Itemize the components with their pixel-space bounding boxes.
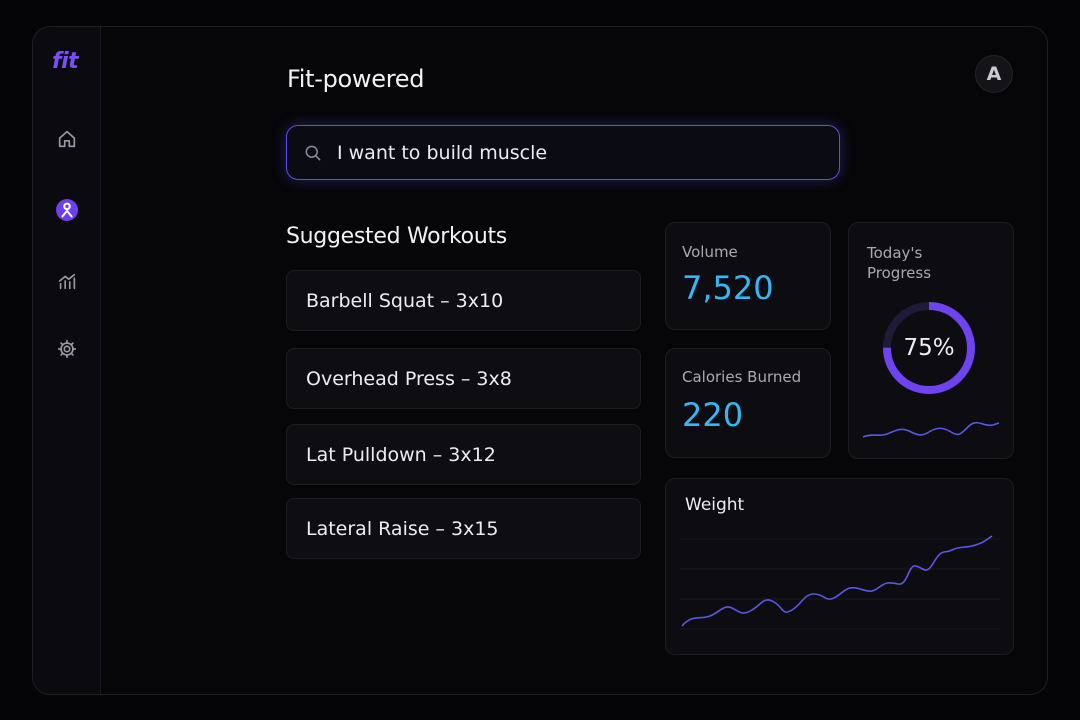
workout-item[interactable]: Lateral Raise – 3x15	[286, 498, 641, 559]
home-icon	[58, 130, 76, 148]
progress-sparkline	[862, 421, 1000, 438]
weight-line	[681, 535, 993, 627]
weight-title: Weight	[685, 495, 745, 515]
calories-card[interactable]: Calories Burned 220	[665, 348, 831, 458]
sidebar-item-workouts[interactable]	[51, 194, 83, 226]
volume-card[interactable]: Volume 7,520	[665, 222, 831, 330]
workouts-icon	[56, 199, 78, 221]
weight-chart	[680, 535, 1000, 630]
search-icon	[305, 145, 321, 160]
workout-label: Lateral Raise – 3x15	[306, 517, 499, 540]
progress-card[interactable]: Today's Progress 75%	[848, 222, 1014, 459]
progress-value: 75%	[903, 335, 955, 361]
avatar[interactable]: A	[975, 55, 1013, 93]
sidebar-item-stats[interactable]	[51, 265, 83, 297]
stats-icon	[58, 273, 76, 290]
app-logo: fit	[52, 49, 79, 74]
sidebar-item-settings[interactable]	[51, 333, 83, 365]
app-window: fit	[32, 26, 1048, 695]
volume-label: Volume	[682, 243, 738, 261]
search-bar[interactable]	[286, 125, 840, 180]
sidebar: fit	[33, 27, 101, 694]
workout-label: Barbell Squat – 3x10	[306, 289, 504, 312]
progress-ring	[883, 302, 975, 394]
suggested-workouts-title: Suggested Workouts	[286, 224, 507, 249]
sidebar-item-home[interactable]	[51, 123, 83, 155]
calories-value: 220	[682, 396, 744, 434]
calories-label: Calories Burned	[682, 368, 802, 386]
progress-label: Today's Progress	[867, 244, 932, 282]
workout-label: Lat Pulldown – 3x12	[306, 443, 496, 466]
weight-card[interactable]: Weight	[665, 478, 1014, 655]
gear-icon	[57, 339, 77, 359]
page-title: Fit-powered	[287, 65, 425, 93]
search-input[interactable]	[337, 141, 817, 164]
volume-value: 7,520	[682, 269, 774, 307]
workout-item[interactable]: Overhead Press – 3x8	[286, 348, 641, 409]
workout-item[interactable]: Lat Pulldown – 3x12	[286, 424, 641, 485]
workout-label: Overhead Press – 3x8	[306, 367, 512, 390]
workout-item[interactable]: Barbell Squat – 3x10	[286, 270, 641, 331]
